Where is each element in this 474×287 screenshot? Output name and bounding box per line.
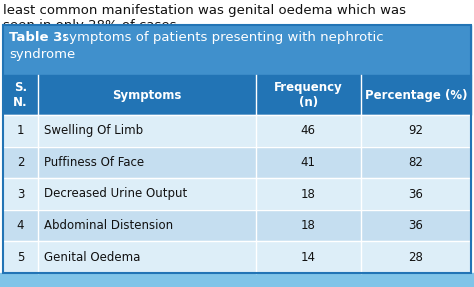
Text: 2: 2 <box>17 156 24 169</box>
Text: seen in only 28% of cases.: seen in only 28% of cases. <box>3 19 181 32</box>
Text: 18: 18 <box>301 187 316 201</box>
Text: 18: 18 <box>301 219 316 232</box>
Bar <box>3 25 471 273</box>
Bar <box>3 241 471 273</box>
Text: Table 3:: Table 3: <box>9 31 68 44</box>
Bar <box>3 210 471 241</box>
Text: 41: 41 <box>301 156 316 169</box>
Text: 82: 82 <box>409 156 423 169</box>
Text: 28: 28 <box>409 251 423 264</box>
Text: S.
N.: S. N. <box>13 81 28 109</box>
Text: syndrome: syndrome <box>9 48 75 61</box>
Text: 92: 92 <box>409 124 423 137</box>
Text: Swelling Of Limb: Swelling Of Limb <box>44 124 143 137</box>
Text: symptoms of patients presenting with nephrotic: symptoms of patients presenting with nep… <box>58 31 383 44</box>
Text: 36: 36 <box>409 187 423 201</box>
Text: least common manifestation was genital oedema which was: least common manifestation was genital o… <box>3 4 406 17</box>
Bar <box>0 273 474 287</box>
Text: 1: 1 <box>17 124 24 137</box>
Text: Frequency
(n): Frequency (n) <box>274 81 343 109</box>
Bar <box>3 147 471 178</box>
Bar <box>3 115 471 147</box>
Text: Percentage (%): Percentage (%) <box>365 88 467 102</box>
Text: 5: 5 <box>17 251 24 264</box>
Bar <box>3 178 471 210</box>
Text: 46: 46 <box>301 124 316 137</box>
Text: Puffiness Of Face: Puffiness Of Face <box>44 156 144 169</box>
Text: 4: 4 <box>17 219 24 232</box>
Text: Decreased Urine Output: Decreased Urine Output <box>44 187 187 201</box>
Text: Abdominal Distension: Abdominal Distension <box>44 219 173 232</box>
Text: Genital Oedema: Genital Oedema <box>44 251 140 264</box>
Text: Symptoms: Symptoms <box>112 88 182 102</box>
Text: 3: 3 <box>17 187 24 201</box>
Bar <box>3 25 471 75</box>
Text: 14: 14 <box>301 251 316 264</box>
Bar <box>3 75 471 115</box>
Text: 36: 36 <box>409 219 423 232</box>
